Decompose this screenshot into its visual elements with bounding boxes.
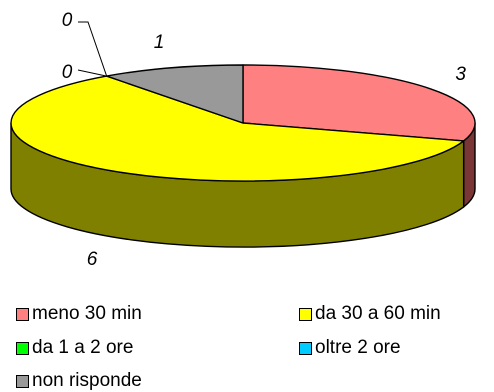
legend-label: non risponde: [32, 370, 142, 391]
pie-slice-da-30-a-60-min: [10, 75, 465, 182]
leader-line: [77, 69, 107, 77]
legend-label: oltre 2 ore: [315, 337, 401, 358]
data-label-oltre-2-ore: 0: [62, 62, 73, 83]
legend-swatch: [299, 341, 312, 355]
data-label-non-risponde: 1: [154, 32, 165, 53]
legend-item-non-risponde: non risponde: [16, 370, 142, 392]
legend-swatch: [299, 307, 312, 321]
legend-label: da 1 a 2 ore: [32, 337, 134, 358]
legend-item-da-1-a-2-ore: da 1 a 2 ore: [16, 337, 133, 359]
leader-line: [78, 21, 108, 77]
data-label-da-1-a-2-ore: 0: [62, 10, 73, 31]
pie-chart: 3 6 0 0 1: [10, 10, 476, 270]
pie-slice-non-risponde: [105, 64, 244, 124]
legend-item-meno-30-min: meno 30 min: [16, 303, 142, 325]
legend-swatch: [16, 374, 29, 388]
legend-label: meno 30 min: [32, 303, 142, 324]
legend-label: da 30 a 60 min: [315, 303, 441, 324]
data-label-da-30-a-60-min: 6: [87, 249, 98, 270]
data-label-meno-30-min: 3: [455, 64, 466, 85]
legend-item-da-30-a-60-min: da 30 a 60 min: [299, 303, 441, 325]
pie-slice-meno-30-min: [242, 64, 476, 142]
legend-swatch: [16, 307, 29, 321]
legend-item-oltre-2-ore: oltre 2 ore: [299, 337, 401, 359]
legend-swatch: [16, 341, 29, 355]
